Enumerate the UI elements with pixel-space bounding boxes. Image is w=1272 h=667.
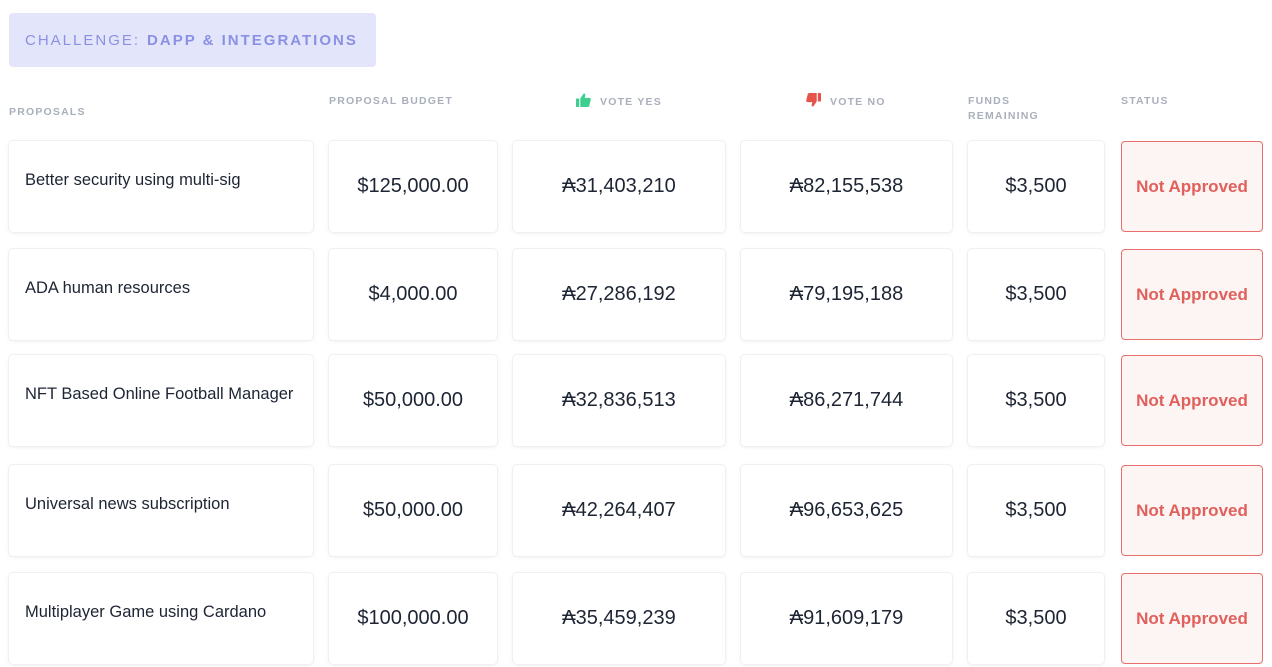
proposal-title[interactable]: ADA human resources <box>9 249 313 340</box>
funds-remaining: $3,500 <box>968 573 1104 664</box>
status-badge: Not Approved <box>1121 573 1263 664</box>
vote-yes-count: ₳32,836,513 <box>513 355 725 446</box>
proposal-title[interactable]: Better security using multi-sig <box>9 141 313 232</box>
vote-yes-count: ₳27,286,192 <box>513 249 725 340</box>
funds-remaining: $3,500 <box>968 465 1104 556</box>
header-vote-no: VOTE NO <box>806 93 886 112</box>
vote-yes-count: ₳42,264,407 <box>513 465 725 556</box>
thumbs-up-icon <box>576 93 591 112</box>
proposal-budget: $50,000.00 <box>329 465 497 556</box>
proposal-title[interactable]: NFT Based Online Football Manager <box>9 355 313 446</box>
header-vote-yes: VOTE YES <box>576 93 662 112</box>
proposal-title[interactable]: Multiplayer Game using Cardano <box>9 573 313 664</box>
vote-no-count: ₳82,155,538 <box>741 141 952 232</box>
thumbs-down-icon <box>806 93 821 112</box>
header-funds-line2: REMAINING <box>968 110 1039 122</box>
header-status: STATUS <box>1121 95 1169 107</box>
vote-yes-count: ₳31,403,210 <box>513 141 725 232</box>
funds-remaining: $3,500 <box>968 249 1104 340</box>
proposal-title[interactable]: Universal news subscription <box>9 465 313 556</box>
proposal-budget: $50,000.00 <box>329 355 497 446</box>
header-vote-yes-label: VOTE YES <box>600 96 662 108</box>
status-badge: Not Approved <box>1121 249 1263 340</box>
proposal-budget: $125,000.00 <box>329 141 497 232</box>
header-proposals: PROPOSALS <box>9 106 86 118</box>
header-proposal-budget: PROPOSAL BUDGET <box>329 95 453 107</box>
vote-no-count: ₳86,271,744 <box>741 355 952 446</box>
status-badge: Not Approved <box>1121 355 1263 446</box>
header-vote-no-label: VOTE NO <box>830 96 886 108</box>
challenge-prefix: CHALLENGE: <box>25 31 141 49</box>
funds-remaining: $3,500 <box>968 141 1104 232</box>
vote-no-count: ₳91,609,179 <box>741 573 952 664</box>
challenge-name: DAPP & INTEGRATIONS <box>147 31 358 49</box>
challenge-badge: CHALLENGE: DAPP & INTEGRATIONS <box>9 13 376 67</box>
header-funds-line1: FUNDS <box>968 95 1011 107</box>
vote-yes-count: ₳35,459,239 <box>513 573 725 664</box>
proposal-budget: $4,000.00 <box>329 249 497 340</box>
funds-remaining: $3,500 <box>968 355 1104 446</box>
header-funds-remaining: FUNDS REMAINING <box>968 94 1039 124</box>
status-badge: Not Approved <box>1121 141 1263 232</box>
vote-no-count: ₳96,653,625 <box>741 465 952 556</box>
status-badge: Not Approved <box>1121 465 1263 556</box>
vote-no-count: ₳79,195,188 <box>741 249 952 340</box>
proposal-budget: $100,000.00 <box>329 573 497 664</box>
